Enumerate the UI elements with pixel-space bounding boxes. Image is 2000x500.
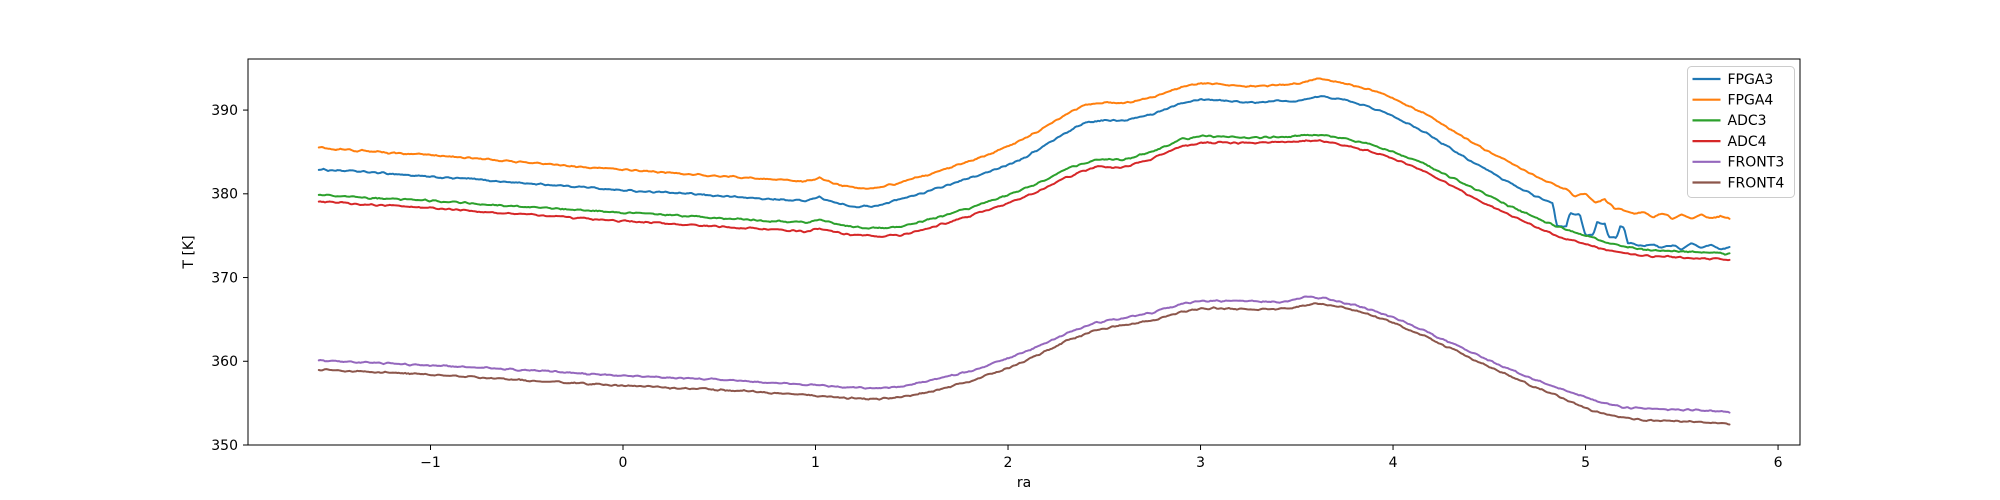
y-axis-ticks: 350 360 370 380 390 — [211, 103, 248, 454]
x-axis-ticks: −1 0 1 2 3 4 5 6 — [420, 445, 1783, 471]
legend-label-adc3: ADC3 — [1728, 113, 1767, 129]
x-tick-label: 1 — [811, 455, 820, 471]
series-lines — [317, 77, 1731, 426]
legend-label-fpga4: FPGA4 — [1728, 93, 1774, 109]
y-tick-label: 380 — [211, 187, 238, 203]
x-tick-label: 4 — [1389, 455, 1398, 471]
legend-label-adc4: ADC4 — [1728, 134, 1767, 150]
x-axis-label: ra — [1017, 475, 1031, 491]
legend-label-fpga3: FPGA3 — [1728, 72, 1774, 88]
y-tick-label: 390 — [211, 103, 238, 119]
series-line-front3 — [317, 295, 1731, 414]
series-line-front4 — [317, 302, 1731, 426]
legend-label-front4: FRONT4 — [1728, 175, 1785, 191]
x-tick-label: 0 — [619, 455, 628, 471]
y-tick-label: 360 — [211, 354, 238, 370]
x-tick-label: 2 — [1004, 455, 1013, 471]
legend: FPGA3 FPGA4 ADC3 ADC4 FRONT3 FRONT4 — [1687, 66, 1795, 198]
series-line-fpga3 — [317, 95, 1731, 251]
series-line-adc4 — [317, 139, 1731, 262]
x-tick-label: −1 — [420, 455, 441, 471]
legend-label-front3: FRONT3 — [1728, 155, 1785, 171]
axes-spines — [247, 58, 1801, 446]
x-tick-label: 3 — [1196, 455, 1205, 471]
y-tick-label: 370 — [211, 270, 238, 286]
x-tick-label: 6 — [1774, 455, 1783, 471]
y-axis-label: T [K] — [181, 235, 197, 269]
y-tick-label: 350 — [211, 438, 238, 454]
x-tick-label: 5 — [1581, 455, 1590, 471]
series-line-fpga4 — [317, 77, 1731, 220]
series-line-adc3 — [317, 133, 1731, 256]
